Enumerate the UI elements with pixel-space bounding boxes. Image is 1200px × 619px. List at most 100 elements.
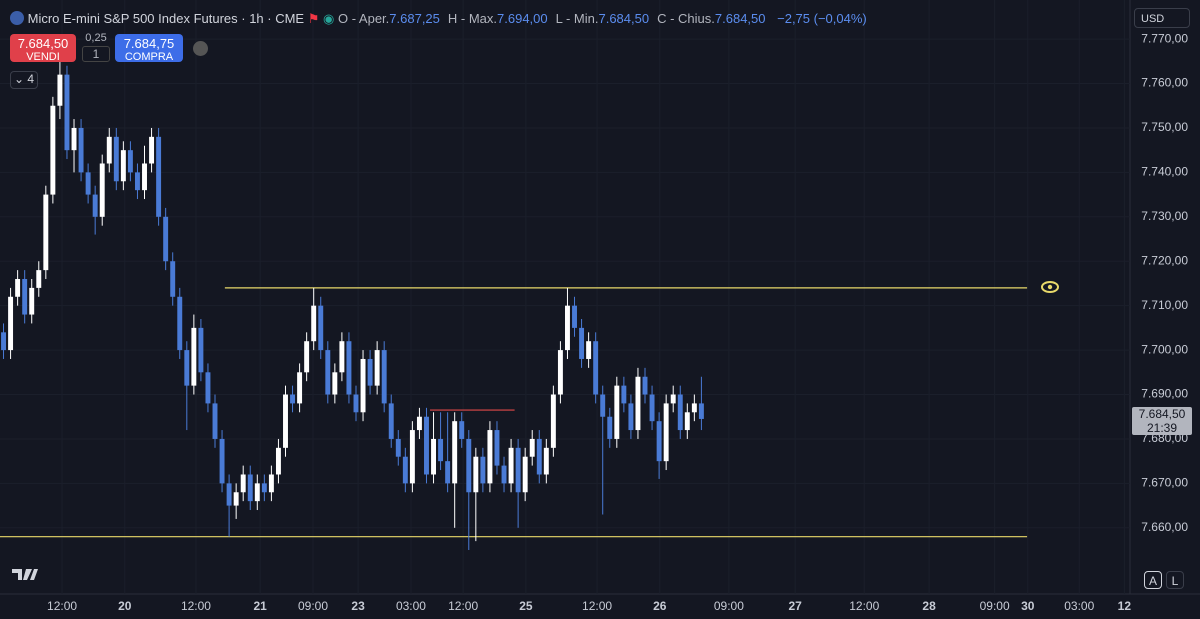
x-tick-label: 12:00 [181,599,211,613]
ohlc-value: 7.687,25 [389,11,440,26]
ohlc-label: C - Chius. [657,11,715,26]
indicator-count: 4 [27,72,35,86]
candle-body [487,430,493,484]
auto-scale[interactable]: A [1144,571,1162,589]
candle-body [205,372,211,404]
candle-body [543,447,549,475]
candle-body [43,194,49,271]
candle-body [283,394,288,448]
y-tick-label: 7.730,00 [1141,209,1188,223]
y-tick-label: 7.770,00 [1141,31,1188,45]
candle-body [99,163,105,217]
candle-body [480,456,486,484]
indicators-toggle[interactable]: ⌄ 4 [10,71,38,89]
x-tick-label: 09:00 [980,599,1010,613]
sell-button[interactable]: 7.684,50 VENDI [10,34,76,63]
candle-body [8,296,14,351]
candle-body [142,163,147,191]
candle-body [177,296,183,351]
ohlc-label: O - Aper. [337,11,390,26]
candle-body [247,474,253,502]
candle-body [339,341,345,373]
candle-body [459,421,465,439]
candle-body [318,305,324,351]
qty-box[interactable]: 0,25 1 [82,32,110,62]
x-tick-label: 27 [788,599,802,613]
ohlc-label: L - Min. [555,11,599,26]
x-tick-label: 12 [1118,599,1132,613]
candle-body [388,403,394,439]
candle-body [219,438,225,484]
buy-button[interactable]: 7.684,75 COMPRA [115,34,183,63]
candle-body [529,438,535,457]
candle-body [381,350,387,404]
candle-body [346,341,352,395]
candle-body [614,385,620,439]
candle-body [170,261,176,297]
candle-body [85,172,91,195]
candle-body [367,358,373,386]
candle-body [684,412,690,431]
symbol-title: Micro E-mini S&P 500 Index Futures · 1h … [27,11,305,26]
candle-body [656,421,662,462]
candle-body [565,305,570,351]
y-tick-label: 7.750,00 [1141,120,1188,134]
y-tick-label: 7.740,00 [1141,165,1188,179]
x-tick-label: 28 [922,599,936,613]
candle-body [240,474,246,493]
tick-size: 0,25 [85,32,107,44]
candle-body [663,403,669,462]
status-dot: ◉ [323,11,335,26]
log-scale[interactable]: L [1166,571,1184,589]
candle-body [113,136,119,182]
ohlc-value: 7.684,50 [714,11,766,26]
y-tick-label: 7.710,00 [1141,298,1188,312]
candle-body [311,305,317,342]
candle-body [120,150,126,182]
qty: 1 [82,46,110,62]
candle-body [1,332,6,351]
candle-body [635,376,641,431]
candle-body [268,474,274,493]
candle-body [416,416,422,431]
price-tag-countdown: 21:39 [1146,420,1178,435]
candle-body [226,483,232,506]
price-tag: 7.684,50 21:39 [1132,406,1192,435]
y-tick-label: 7.720,00 [1141,253,1188,267]
candle-body [445,461,451,484]
candle-body [649,394,655,422]
info-icon[interactable] [193,41,208,56]
y-tick-label: 7.700,00 [1141,342,1188,356]
candle-body [261,483,267,493]
ohlc-value: 7.684,50 [598,11,650,26]
candle-body [522,456,528,493]
eye-icon[interactable] [1041,281,1059,293]
candle-body [501,465,507,484]
x-tick-label: 30 [1021,599,1035,613]
x-tick-label: 26 [653,599,667,613]
candle-body [424,416,429,475]
candle-body [92,194,98,217]
currency-select[interactable]: USD [1134,8,1190,28]
candle-body [677,394,683,431]
candle-body [134,172,140,191]
ohlc: O - Aper.7.687,25 H - Max.7.694,00 L - Min… [338,11,774,26]
candle-body [452,421,458,484]
candle-body [466,438,472,493]
candle-body [628,403,634,431]
x-tick-label: 21 [253,599,267,613]
candle-body [579,327,585,359]
tv-logo [12,569,38,580]
candle-body [304,341,310,373]
ohlc-value: 7.694,00 [497,11,548,26]
candle-body [212,403,218,439]
x-tick-label: 20 [118,599,132,613]
y-tick-label: 7.760,00 [1141,76,1188,90]
x-tick-label: 03:00 [396,599,426,613]
x-tick-label: 03:00 [1064,599,1094,613]
candle-body [275,447,281,475]
candle-body [71,127,77,151]
x-tick-label: 12:00 [47,599,77,613]
candle-body [50,105,56,195]
